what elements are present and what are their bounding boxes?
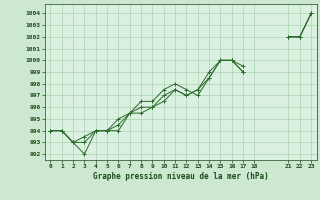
X-axis label: Graphe pression niveau de la mer (hPa): Graphe pression niveau de la mer (hPa) [93,172,269,181]
